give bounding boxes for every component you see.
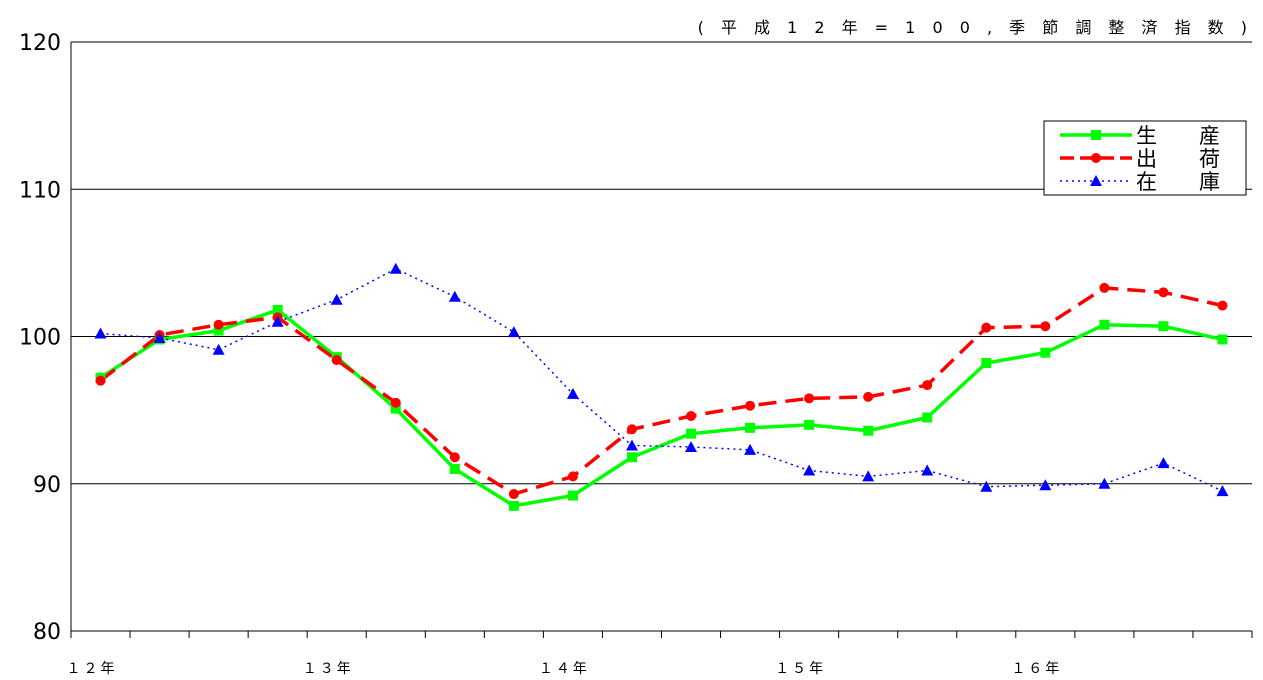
data-point-triangle (566, 387, 579, 399)
y-tick-label-80: 80 (33, 620, 61, 645)
data-point-circle (804, 393, 815, 404)
data-point-circle (1099, 282, 1110, 293)
data-point-triangle (625, 439, 638, 451)
series-line-square (99, 308, 1223, 508)
y-tick-label-90: 90 (33, 473, 61, 498)
data-point-triangle (803, 464, 816, 476)
data-point-triangle (685, 440, 698, 452)
data-point-triangle (448, 290, 461, 302)
data-point-triangle (862, 470, 875, 482)
y-tick-label-120: 120 (19, 31, 61, 56)
legend-label: 在 庫 (1136, 170, 1220, 194)
y-tick-label-100: 100 (19, 326, 61, 351)
data-point-triangle (153, 331, 166, 343)
data-point-square (390, 403, 401, 414)
data-point-triangle (980, 480, 993, 492)
data-point-circle (449, 452, 460, 463)
data-point-circle (686, 411, 697, 422)
data-point-triangle (1216, 485, 1229, 497)
data-point-circle (863, 391, 874, 402)
data-point-circle (1217, 300, 1228, 311)
data-point-circle (922, 380, 933, 391)
x-year-label: １５年 (775, 661, 826, 677)
x-year-label: １２年 (67, 661, 118, 677)
data-point-circle (390, 397, 401, 408)
data-point-circle (1158, 287, 1169, 298)
data-point-triangle (1039, 479, 1052, 491)
legend-marker-square (1091, 130, 1101, 140)
data-point-circle (626, 424, 637, 435)
data-point-square (1217, 334, 1228, 345)
data-point-triangle (212, 343, 225, 355)
data-point-circle (331, 355, 342, 366)
data-point-square (1040, 347, 1051, 358)
data-point-triangle (1098, 477, 1111, 489)
data-point-square (1099, 319, 1110, 330)
chart-note: ( 平 成 1 2 年 = 1 0 0 , 季 節 調 整 済 指 数 ) (697, 18, 1253, 37)
data-point-square (449, 464, 460, 475)
series-line-triangle (100, 268, 1223, 492)
data-point-circle (95, 375, 106, 386)
data-point-triangle (330, 293, 343, 305)
data-point-triangle (1157, 457, 1170, 469)
legend-label: 生 産 (1136, 124, 1220, 148)
data-point-square (213, 325, 224, 336)
legend-marker-triangle (1090, 175, 1102, 186)
x-year-label: １４年 (539, 661, 590, 677)
data-point-triangle (271, 315, 284, 327)
legend-marker-circle (1091, 153, 1101, 163)
data-point-square (567, 490, 578, 501)
data-point-square (804, 419, 815, 430)
data-point-circle (1040, 321, 1051, 332)
data-point-circle (745, 400, 756, 411)
data-point-square (922, 412, 933, 423)
data-point-square (272, 304, 283, 315)
data-point-square (863, 425, 874, 436)
data-point-square (626, 452, 637, 463)
data-point-triangle (94, 327, 107, 339)
x-year-label: １３年 (303, 661, 354, 677)
data-point-triangle (507, 326, 520, 338)
data-point-triangle (921, 464, 934, 476)
data-point-square (508, 500, 519, 511)
x-year-label: １６年 (1011, 661, 1062, 677)
data-point-circle (508, 489, 519, 500)
data-point-circle (981, 322, 992, 333)
data-point-square (1158, 321, 1169, 332)
y-tick-label-110: 110 (19, 178, 61, 203)
legend-label: 出 荷 (1136, 147, 1220, 171)
data-point-square (686, 428, 697, 439)
data-point-triangle (744, 443, 757, 455)
data-point-square (745, 422, 756, 433)
data-point-square (981, 358, 992, 369)
data-point-circle (213, 319, 224, 330)
data-point-triangle (389, 262, 402, 274)
series-line-circle (99, 286, 1223, 496)
data-point-circle (567, 471, 578, 482)
